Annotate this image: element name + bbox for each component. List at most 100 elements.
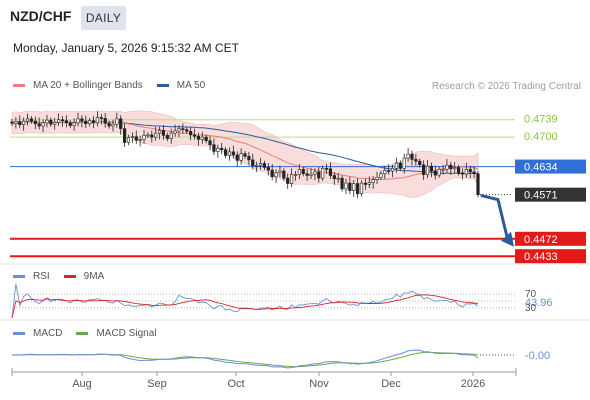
candle-body bbox=[356, 183, 360, 195]
candle-body bbox=[239, 153, 243, 161]
candle-body bbox=[379, 173, 383, 178]
resistance-level-label: 0.4739 bbox=[524, 114, 558, 126]
candle-body bbox=[445, 164, 449, 170]
rsi-line bbox=[11, 283, 479, 319]
candle-body bbox=[56, 119, 61, 123]
candle-body bbox=[464, 168, 468, 175]
macd-signal-legend-label: MACD Signal bbox=[96, 328, 157, 339]
candle-body bbox=[422, 164, 426, 175]
x-axis-tick-label: Sep bbox=[147, 378, 167, 390]
candle-body bbox=[387, 170, 391, 172]
candle-body bbox=[25, 118, 30, 122]
candle-body bbox=[282, 170, 286, 179]
pivot-level-tag bbox=[515, 159, 586, 174]
candle-body bbox=[305, 173, 309, 176]
candle-body bbox=[111, 123, 115, 127]
x-axis-tick-label: Aug bbox=[72, 378, 92, 390]
candle-body bbox=[251, 159, 255, 166]
candle-body bbox=[270, 169, 274, 178]
ma20-swatch bbox=[13, 84, 25, 87]
candle-body bbox=[418, 160, 422, 166]
candle-body bbox=[29, 118, 34, 122]
candle-body bbox=[177, 128, 181, 132]
candle-body bbox=[429, 165, 434, 172]
candle-body bbox=[367, 182, 371, 185]
candle-body bbox=[99, 117, 103, 119]
candle-body bbox=[49, 119, 53, 125]
candle-body bbox=[336, 177, 340, 180]
candle-body bbox=[449, 164, 453, 170]
candle-body bbox=[192, 134, 197, 137]
candle-body bbox=[324, 168, 329, 170]
candle-body bbox=[88, 120, 92, 125]
candle-body bbox=[84, 120, 88, 125]
rsi-value-label: 43.96 bbox=[525, 297, 553, 309]
candle-body bbox=[95, 117, 100, 124]
support-level-tag bbox=[515, 249, 586, 264]
candle-body bbox=[169, 132, 173, 139]
candle-body bbox=[208, 140, 212, 146]
candle-body bbox=[286, 177, 290, 184]
pivot-level-label: 0.4634 bbox=[524, 162, 558, 174]
candle-body bbox=[425, 165, 430, 175]
candle-body bbox=[212, 144, 216, 152]
candle-body bbox=[441, 168, 445, 171]
candle-body bbox=[476, 173, 480, 195]
candle-body bbox=[72, 122, 76, 126]
candle-body bbox=[91, 120, 96, 124]
candle-body bbox=[278, 170, 282, 174]
candle-body bbox=[406, 153, 410, 159]
candle-body bbox=[410, 153, 414, 160]
x-axis-tick-label: Oct bbox=[227, 378, 244, 390]
candle-body bbox=[157, 130, 162, 134]
chart-datetime: Monday, January 5, 2026 9:15:32 AM CET bbox=[13, 41, 239, 55]
pair-title: NZD/CHF bbox=[10, 8, 72, 24]
x-axis-tick-label: Nov bbox=[309, 378, 329, 390]
macd-signal-swatch bbox=[76, 332, 89, 335]
candle-body bbox=[204, 136, 208, 142]
macd-legend-label: MACD bbox=[33, 328, 63, 339]
candle-body bbox=[165, 135, 169, 139]
candle-body bbox=[321, 168, 325, 179]
candle-body bbox=[138, 139, 142, 141]
macd-swatch bbox=[13, 332, 25, 335]
candle-body bbox=[258, 163, 263, 166]
candle-body bbox=[41, 122, 45, 127]
last-level-tag bbox=[515, 187, 586, 202]
candle-body bbox=[154, 132, 158, 138]
rsi-ma-legend-label: 9MA bbox=[83, 271, 105, 282]
candle-body bbox=[235, 154, 239, 161]
candle-body bbox=[123, 128, 127, 143]
candle-body bbox=[68, 122, 72, 126]
candle-body bbox=[216, 147, 220, 152]
timeframe-badge[interactable]: DAILY bbox=[81, 6, 126, 30]
candle-body bbox=[468, 168, 472, 173]
candle-body bbox=[200, 136, 204, 140]
candle-body bbox=[363, 182, 367, 185]
candle-body bbox=[332, 175, 336, 179]
candle-body bbox=[274, 172, 278, 178]
candle-body bbox=[317, 171, 321, 179]
candle-body bbox=[371, 179, 375, 183]
candle-body bbox=[398, 162, 402, 169]
candle-body bbox=[301, 168, 305, 175]
candle-body bbox=[37, 123, 41, 127]
candle-body bbox=[22, 120, 26, 125]
x-axis-tick-label: Dec bbox=[381, 378, 401, 390]
candle-body bbox=[262, 163, 267, 168]
research-credit: Research © 2026 Trading Central bbox=[431, 81, 581, 92]
candle-body bbox=[223, 149, 228, 156]
rsi-swatch bbox=[13, 275, 25, 278]
candle-body bbox=[181, 128, 185, 130]
candle-body bbox=[255, 164, 259, 167]
candles-group bbox=[10, 111, 480, 199]
candle-body bbox=[472, 171, 476, 175]
candle-body bbox=[344, 182, 348, 190]
candle-body bbox=[375, 176, 379, 180]
rsi-ma-swatch bbox=[63, 275, 76, 278]
ma20-legend-label: MA 20 + Bollinger Bands bbox=[33, 80, 143, 91]
candle-body bbox=[119, 118, 123, 129]
candle-body bbox=[243, 153, 247, 157]
candle-body bbox=[394, 162, 399, 169]
